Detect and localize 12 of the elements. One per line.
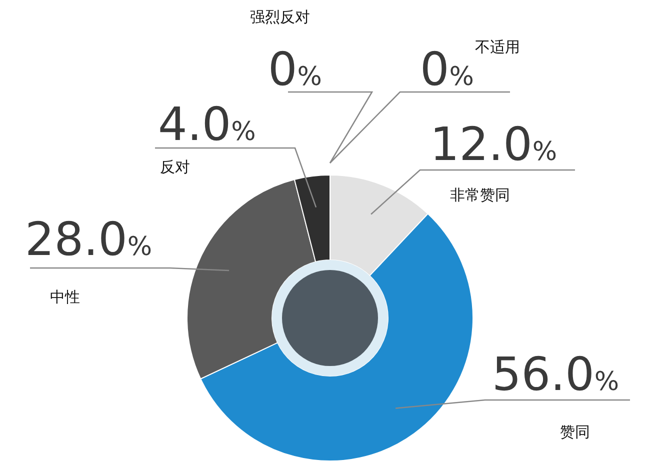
slice-label: 中性 (50, 288, 80, 306)
data-label: 4.0% (158, 97, 256, 151)
category-label: 强烈反对 (250, 8, 310, 26)
data-label: 56.0% (492, 347, 620, 401)
slice-label: 反对 (160, 158, 190, 176)
data-label: 12.0% (430, 117, 558, 171)
slice-label: 非常赞同 (450, 186, 510, 204)
category-label: 不适用 (475, 38, 520, 56)
text: 0% (420, 42, 474, 96)
text: 0% (268, 42, 322, 96)
data-label: 28.0% (25, 212, 152, 266)
slice-label: 赞同 (560, 423, 590, 441)
